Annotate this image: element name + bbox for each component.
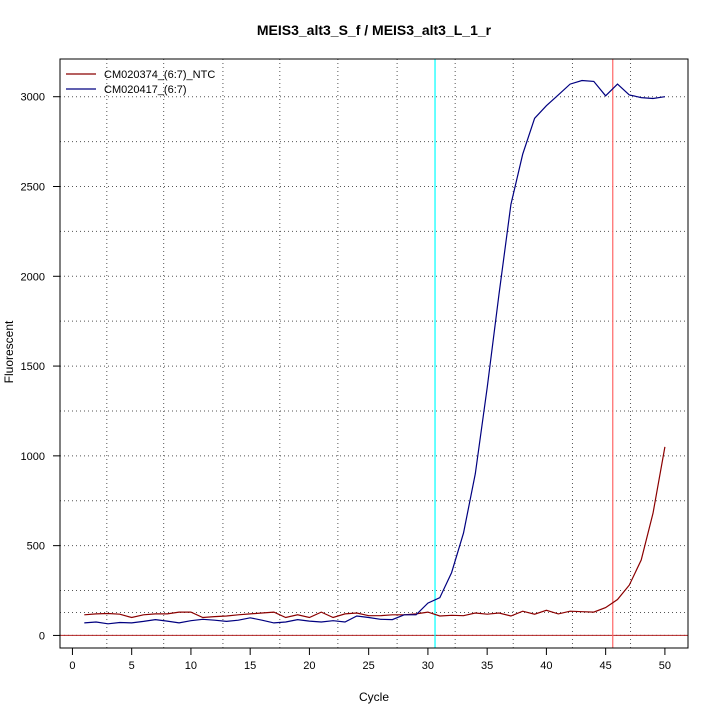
series-line: [84, 79, 665, 625]
x-tick-label: 50: [659, 660, 671, 672]
x-tick-label: 40: [540, 660, 552, 672]
x-tick-label: 20: [303, 660, 315, 672]
y-tick-label: 1500: [21, 361, 45, 373]
x-tick-label: 35: [481, 660, 493, 672]
y-tick-label: 2500: [21, 181, 45, 193]
x-tick-label: 15: [244, 660, 256, 672]
y-tick-label: 3000: [21, 92, 45, 104]
x-tick-label: 0: [69, 660, 75, 672]
series-line: [84, 446, 666, 619]
x-tick-label: 10: [185, 660, 197, 672]
y-axis-label: Fluorescent: [2, 320, 16, 383]
legend: CM020374_(6:7)_NTC CM020417_(6:7): [66, 69, 215, 96]
x-axis-label: Cycle: [359, 690, 389, 704]
x-tick-label: 30: [422, 660, 434, 672]
x-tick-label: 45: [600, 660, 612, 672]
chart-title: MEIS3_alt3_S_f / MEIS3_alt3_L_1_r: [257, 22, 492, 38]
x-tick-label: 5: [129, 660, 135, 672]
y-tick-label: 0: [39, 630, 45, 642]
marker-layer: [60, 59, 688, 648]
y-tick-label: 2000: [21, 271, 45, 283]
x-tick-label: 25: [363, 660, 375, 672]
y-tick-label: 1000: [21, 451, 45, 463]
legend-label: CM020374_(6:7)_NTC: [104, 69, 215, 81]
y-tick-label: 500: [27, 541, 45, 553]
legend-label: CM020417_(6:7): [104, 84, 187, 96]
series-layer: [84, 79, 666, 625]
y-axis: 0 500 1000 1500 2000 2500 3000: [21, 92, 61, 642]
x-axis: 0 5 10 15 20 25 30 35 40 45 50: [69, 647, 671, 672]
